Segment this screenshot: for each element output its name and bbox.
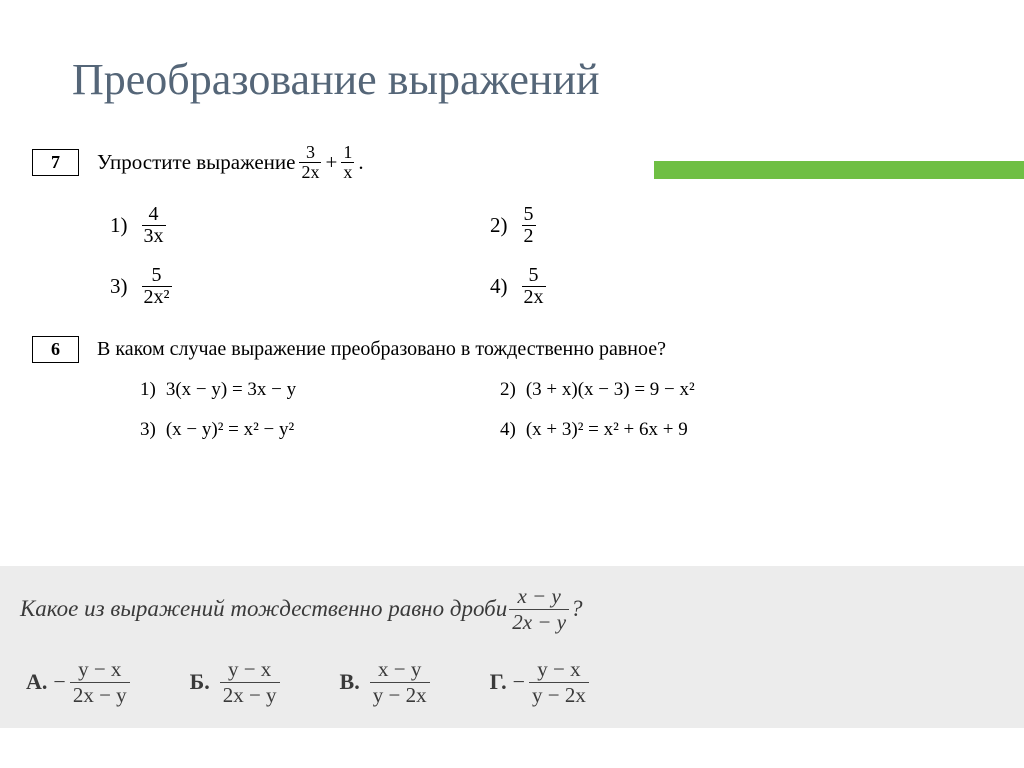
scanned-prompt: Какое из выражений тождественно равно др… [20,584,1004,635]
option-label: 4) [500,419,516,441]
fraction: x − y 2x − y [509,584,569,635]
fraction: y − x y − 2x [529,657,589,708]
numerator: 1 [341,143,354,162]
fraction: 1 x [341,143,354,182]
fraction: x − y y − 2x [370,657,430,708]
answer-a: А. − y − x 2x − y [26,657,132,708]
denominator: 2x − y [509,609,569,635]
option-expr: (3 + x)(x − 3) = 9 − x² [526,379,695,401]
fraction: 3 2x [299,143,321,182]
option-label: 4) [490,274,508,299]
numerator: x − y [514,584,563,609]
plus-sign: + [325,150,337,175]
denominator: x [341,162,354,182]
fraction: 5 2x [522,265,546,308]
option-3: 3) (x − y)² = x² − y² [140,419,500,441]
denominator: 2x [299,162,321,182]
problem-number-box: 7 [32,149,79,176]
answer-letter: А. [26,669,47,695]
option-expr: (x − y)² = x² − y² [166,419,294,441]
option-expr: 3(x − y) = 3x − y [166,379,296,401]
option-label: 1) [110,213,128,238]
option-1: 1) 3(x − y) = 3x − y [140,379,500,401]
period: . [358,150,363,175]
numerator: 5 [522,204,536,225]
answer-b: Б. y − x 2x − y [190,657,282,708]
option-4: 4) (x + 3)² = x² + 6x + 9 [500,419,860,441]
numerator: y − x [534,657,583,682]
option-label: 2) [500,379,516,401]
fraction: 5 2x² [142,265,172,308]
option-1: 1) 4 3x [110,204,490,247]
problem-7-prompt: Упростите выражение 3 2x + 1 x . [97,143,364,182]
numerator: 5 [527,265,541,286]
scanned-answers: А. − y − x 2x − y Б. y − x 2x − y В. x −… [20,657,1004,708]
numerator: 3 [304,143,317,162]
answer-c: В. x − y y − 2x [340,657,432,708]
denominator: 2x − y [220,682,280,708]
problem-6-prompt: В каком случае выражение преобразовано в… [97,338,666,361]
slide-title: Преобразование выражений [0,0,1024,105]
option-label: 3) [110,274,128,299]
problem-number-box: 6 [32,336,79,363]
numerator: x − y [375,657,424,682]
option-label: 1) [140,379,156,401]
denominator: y − 2x [529,682,589,708]
prompt-text: Какое из выражений тождественно равно др… [20,596,507,622]
answer-letter: В. [340,669,360,695]
scanned-problem: Какое из выражений тождественно равно др… [0,566,1024,728]
answer-letter: Г. [490,669,507,695]
option-3: 3) 5 2x² [110,265,490,308]
option-2: 2) 5 2 [490,204,870,247]
option-label: 2) [490,213,508,238]
denominator: 2x² [142,286,172,308]
problem-6-options: 1) 3(x − y) = 3x − y 2) (3 + x)(x − 3) =… [140,379,1024,441]
question-mark: ? [571,596,583,622]
denominator: 3x [142,225,166,247]
option-4: 4) 5 2x [490,265,870,308]
denominator: 2x − y [70,682,130,708]
fraction: y − x 2x − y [220,657,280,708]
answer-letter: Б. [190,669,210,695]
denominator: 2x [522,286,546,308]
numerator: 5 [150,265,164,286]
prompt-text: Упростите выражение [97,150,295,175]
fraction: y − x 2x − y [70,657,130,708]
fraction: 5 2 [522,204,536,247]
option-expr: (x + 3)² = x² + 6x + 9 [526,419,688,441]
accent-bar [654,161,1024,179]
denominator: 2 [522,225,536,247]
fraction: 4 3x [142,204,166,247]
answer-d: Г. − y − x y − 2x [490,657,591,708]
minus-sign: − [53,669,65,695]
numerator: y − x [75,657,124,682]
minus-sign: − [513,669,525,695]
problem-7-options: 1) 4 3x 2) 5 2 3) 5 2x² 4) 5 2x [110,204,1024,308]
option-2: 2) (3 + x)(x − 3) = 9 − x² [500,379,860,401]
numerator: 4 [147,204,161,225]
denominator: y − 2x [370,682,430,708]
numerator: y − x [225,657,274,682]
option-label: 3) [140,419,156,441]
problem-6: 6 В каком случае выражение преобразовано… [32,336,1024,363]
